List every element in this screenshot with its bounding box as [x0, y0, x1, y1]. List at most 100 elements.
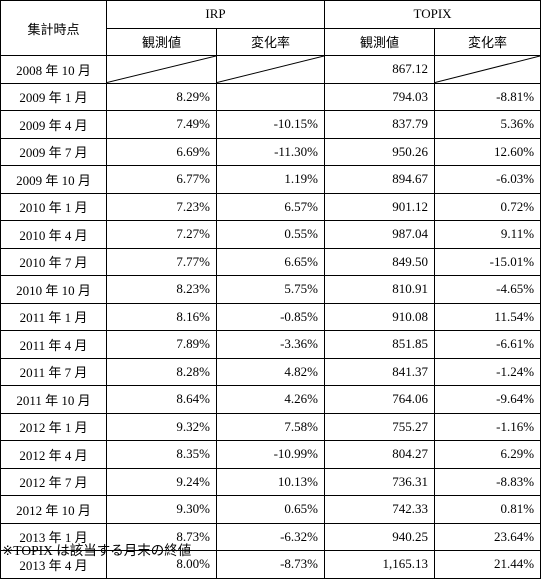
irp-observed-empty-slash: [106, 55, 217, 84]
irp-change-cell: 6.65%: [215, 247, 326, 276]
topix-observed-cell: 950.26: [324, 137, 436, 166]
irp-change-cell: -3.36%: [215, 330, 326, 359]
topix-observed-cell: 736.31: [324, 467, 436, 496]
topix-change-cell: 9.11%: [434, 220, 542, 249]
irp-observed-cell: 7.77%: [106, 247, 217, 276]
table-row: 2011 年 7 月 8.28% 4.82% 841.37 -1.24%: [0, 357, 542, 386]
irp-change-cell: 10.13%: [215, 467, 326, 496]
irp-change-cell: 7.58%: [215, 412, 326, 441]
irp-observed-cell: 8.23%: [106, 275, 217, 304]
topix-change-cell: 6.29%: [434, 440, 542, 469]
irp-change-cell: 1.19%: [215, 165, 326, 194]
topix-observed-cell: 987.04: [324, 220, 436, 249]
irp-observed-cell: 8.16%: [106, 302, 217, 331]
irp-change-cell: [215, 82, 326, 111]
irp-observed-cell: 7.49%: [106, 110, 217, 139]
irp-observed-cell: 8.28%: [106, 357, 217, 386]
irp-change-cell: -0.85%: [215, 302, 326, 331]
topix-change-cell: 11.54%: [434, 302, 542, 331]
irp-change-cell: 4.26%: [215, 385, 326, 414]
topix-observed-cell: 1,165.13: [324, 550, 436, 579]
date-cell: 2012 年 10 月: [0, 495, 107, 524]
date-cell: 2011 年 1 月: [0, 302, 107, 331]
topix-observed-cell: 894.67: [324, 165, 436, 194]
diagonal-slash: [435, 56, 540, 83]
date-cell: 2009 年 7 月: [0, 137, 107, 166]
topix-observed-cell: 755.27: [324, 412, 436, 441]
topix-change-cell: 12.60%: [434, 137, 542, 166]
irp-observed-cell: 8.29%: [106, 82, 217, 111]
irp-change-cell: 5.75%: [215, 275, 326, 304]
date-cell: 2008 年 10 月: [0, 55, 107, 84]
irp-observed-header: 観測値: [106, 27, 217, 56]
irp-observed-cell: 6.69%: [106, 137, 217, 166]
topix-change-cell: -1.24%: [434, 357, 542, 386]
topix-change-cell: -8.83%: [434, 467, 542, 496]
irp-change-cell: 6.57%: [215, 192, 326, 221]
irp-observed-cell: 7.27%: [106, 220, 217, 249]
topix-observed-cell: 764.06: [324, 385, 436, 414]
irp-group-header: IRP: [105, 0, 326, 29]
table-row: 2009 年 10 月 6.77% 1.19% 894.67 -6.03%: [0, 165, 542, 194]
topix-observed-header: 観測値: [324, 27, 436, 56]
table-row: 2011 年 10 月 8.64% 4.26% 764.06 -9.64%: [0, 385, 542, 414]
topix-observed-cell: 851.85: [324, 330, 436, 359]
irp-observed-cell: 8.64%: [106, 385, 217, 414]
date-cell: 2009 年 4 月: [0, 110, 107, 139]
table-row: 2013 年 1 月 8.73% -6.32% 940.25 23.64%: [0, 522, 542, 551]
table-row: 2010 年 1 月 7.23% 6.57% 901.12 0.72%: [0, 192, 542, 221]
table-row: 2010 年 7 月 7.77% 6.65% 849.50 -15.01%: [0, 247, 542, 276]
topix-change-cell: -15.01%: [434, 247, 542, 276]
table-row: 2011 年 4 月 7.89% -3.36% 851.85 -6.61%: [0, 330, 542, 359]
diagonal-slash: [107, 56, 216, 83]
irp-change-empty-slash: [215, 55, 326, 84]
topix-change-cell: -9.64%: [434, 385, 542, 414]
topix-change-cell: 21.44%: [434, 550, 542, 579]
table-row: 2010 年 4 月 7.27% 0.55% 987.04 9.11%: [0, 220, 542, 249]
table-row: 2012 年 4 月 8.35% -10.99% 804.27 6.29%: [0, 440, 542, 469]
topix-change-cell: 5.36%: [434, 110, 542, 139]
irp-change-cell: 4.82%: [215, 357, 326, 386]
topix-observed-cell: 940.25: [324, 522, 436, 551]
date-cell: 2013 年 1 月: [0, 522, 107, 551]
irp-observed-cell: 7.23%: [106, 192, 217, 221]
irp-change-cell: -10.15%: [215, 110, 326, 139]
table-row: 2012 年 7 月 9.24% 10.13% 736.31 -8.83%: [0, 467, 542, 496]
date-cell: 2010 年 1 月: [0, 192, 107, 221]
irp-change-cell: -11.30%: [215, 137, 326, 166]
topix-change-cell: 23.64%: [434, 522, 542, 551]
date-cell: 2009 年 1 月: [0, 82, 107, 111]
date-cell: 2009 年 10 月: [0, 165, 107, 194]
topix-change-cell: -6.61%: [434, 330, 542, 359]
topix-observed-cell: 837.79: [324, 110, 436, 139]
topix-observed-cell: 742.33: [324, 495, 436, 524]
topix-change-cell: 0.81%: [434, 495, 542, 524]
irp-observed-cell: 8.35%: [106, 440, 217, 469]
date-cell: 2011 年 7 月: [0, 357, 107, 386]
table-body: 2008 年 10 月 867.12 2009 年 1 月 8.29% 794.03 -8…: [0, 55, 542, 579]
irp-observed-cell: 8.73%: [106, 522, 217, 551]
irp-change-cell: -8.73%: [215, 550, 326, 579]
topix-change-cell: -4.65%: [434, 275, 542, 304]
date-cell: 2012 年 1 月: [0, 412, 107, 441]
date-cell: 2011 年 10 月: [0, 385, 107, 414]
date-cell: 2012 年 7 月: [0, 467, 107, 496]
date-cell: 2010 年 10 月: [0, 275, 107, 304]
topix-change-cell: -6.03%: [434, 165, 542, 194]
topix-observed-cell: 804.27: [324, 440, 436, 469]
irp-observed-cell: 6.77%: [106, 165, 217, 194]
topix-change-cell: 0.72%: [434, 192, 542, 221]
irp-observed-cell: 9.32%: [106, 412, 217, 441]
topix-change-empty-slash: [434, 55, 542, 84]
table-row: 2009 年 1 月 8.29% 794.03 -8.81%: [0, 82, 542, 111]
topix-change-cell: -8.81%: [434, 82, 542, 111]
date-cell: 2010 年 4 月: [0, 220, 107, 249]
table-row: 2009 年 4 月 7.49% -10.15% 837.79 5.36%: [0, 110, 542, 139]
topix-observed-cell: 794.03: [324, 82, 436, 111]
footnote: ※TOPIX は該当する月末の終値: [2, 543, 192, 558]
irp-observed-cell: 9.24%: [106, 467, 217, 496]
date-cell: 2011 年 4 月: [0, 330, 107, 359]
irp-observed-cell: 9.30%: [106, 495, 217, 524]
table-row: 2012 年 10 月 9.30% 0.65% 742.33 0.81%: [0, 495, 542, 524]
